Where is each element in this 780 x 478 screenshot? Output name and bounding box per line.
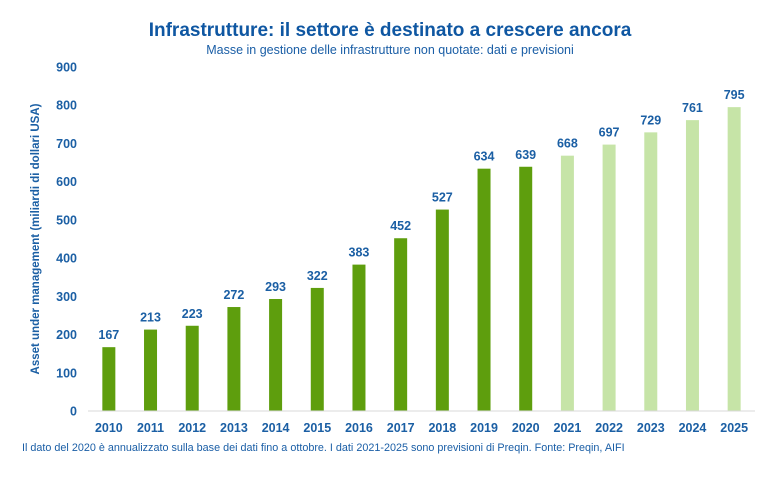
- bar-2024: [685, 120, 699, 411]
- x-tick-label: 2012: [178, 421, 206, 435]
- x-tick-label: 2011: [137, 421, 164, 435]
- x-tick-label: 2017: [387, 421, 415, 435]
- data-label-2023: 729: [640, 113, 661, 127]
- y-tick-label: 900: [56, 61, 77, 75]
- x-tick-label: 2024: [679, 421, 707, 435]
- y-tick-label: 0: [70, 405, 77, 419]
- data-label-2019: 634: [474, 150, 495, 164]
- y-axis-label: Asset under management (miliardi di doll…: [30, 103, 42, 374]
- bar-2013: [227, 307, 241, 411]
- bar-2019: [477, 168, 491, 411]
- chart-subtitle: Masse in gestione delle infrastrutture n…: [206, 43, 574, 57]
- data-label-2018: 527: [432, 191, 453, 205]
- data-label-2024: 761: [682, 101, 703, 115]
- x-tick-label: 2014: [262, 421, 290, 435]
- bar-2015: [310, 287, 324, 411]
- data-labels: 167 213 223 272 293 322 383 452 527 634 639 668 697 7…: [98, 88, 744, 342]
- data-label-2025: 795: [724, 88, 745, 102]
- data-label-2014: 293: [265, 280, 286, 294]
- chart-title: Infrastrutture: il settore è destinato a…: [149, 20, 632, 41]
- y-tick-label: 100: [56, 366, 77, 380]
- bar-2023: [644, 132, 658, 412]
- y-tick-label: 800: [56, 99, 77, 113]
- footnote: Il dato del 2020 è annualizzato sulla ba…: [22, 442, 625, 454]
- x-tick-label: 2023: [637, 421, 665, 435]
- y-tick-label: 400: [56, 252, 77, 266]
- x-tick-label: 2022: [595, 421, 623, 435]
- bar-2020: [519, 166, 533, 411]
- y-tick-label: 600: [56, 175, 77, 189]
- bar-2022: [602, 144, 616, 411]
- x-tick-label: 2015: [303, 421, 331, 435]
- x-tick-label: 2019: [470, 421, 498, 435]
- bar-2010: [102, 347, 116, 411]
- bar-2025: [727, 107, 741, 411]
- data-label-2022: 697: [599, 126, 620, 140]
- bar-2014: [269, 299, 283, 411]
- y-tick-label: 200: [56, 328, 77, 342]
- data-label-2016: 383: [349, 246, 370, 260]
- data-label-2011: 213: [140, 311, 161, 325]
- data-label-2010: 167: [98, 328, 119, 342]
- bar-2017: [394, 238, 408, 411]
- x-tick-label: 2016: [345, 421, 373, 435]
- data-label-2021: 668: [557, 137, 578, 151]
- y-tick-label: 300: [56, 290, 77, 304]
- x-tick-label: 2020: [512, 421, 540, 435]
- bar-2011: [144, 329, 158, 411]
- x-tick-label: 2021: [554, 421, 582, 435]
- y-tick-label: 500: [56, 213, 77, 227]
- bars: [102, 107, 741, 412]
- x-tick-label: 2013: [220, 421, 248, 435]
- y-axis-ticks: 0 100 200 300 400 500 600 700 800 900: [56, 61, 77, 419]
- data-label-2012: 223: [182, 307, 203, 321]
- y-tick-label: 700: [56, 137, 77, 151]
- data-label-2015: 322: [307, 269, 328, 283]
- x-tick-label: 2010: [95, 421, 123, 435]
- x-tick-label: 2025: [720, 421, 748, 435]
- data-label-2017: 452: [390, 219, 411, 233]
- data-label-2020: 639: [515, 148, 536, 162]
- data-label-2013: 272: [223, 288, 244, 302]
- x-tick-label: 2018: [428, 421, 456, 435]
- bar-2021: [560, 155, 574, 411]
- bar-2016: [352, 264, 366, 411]
- x-axis-ticks: 2010 2011 2012 2013 2014 2015 2016 2017 2018 2019…: [95, 421, 748, 435]
- bar-2012: [185, 325, 199, 411]
- bar-2018: [435, 209, 449, 411]
